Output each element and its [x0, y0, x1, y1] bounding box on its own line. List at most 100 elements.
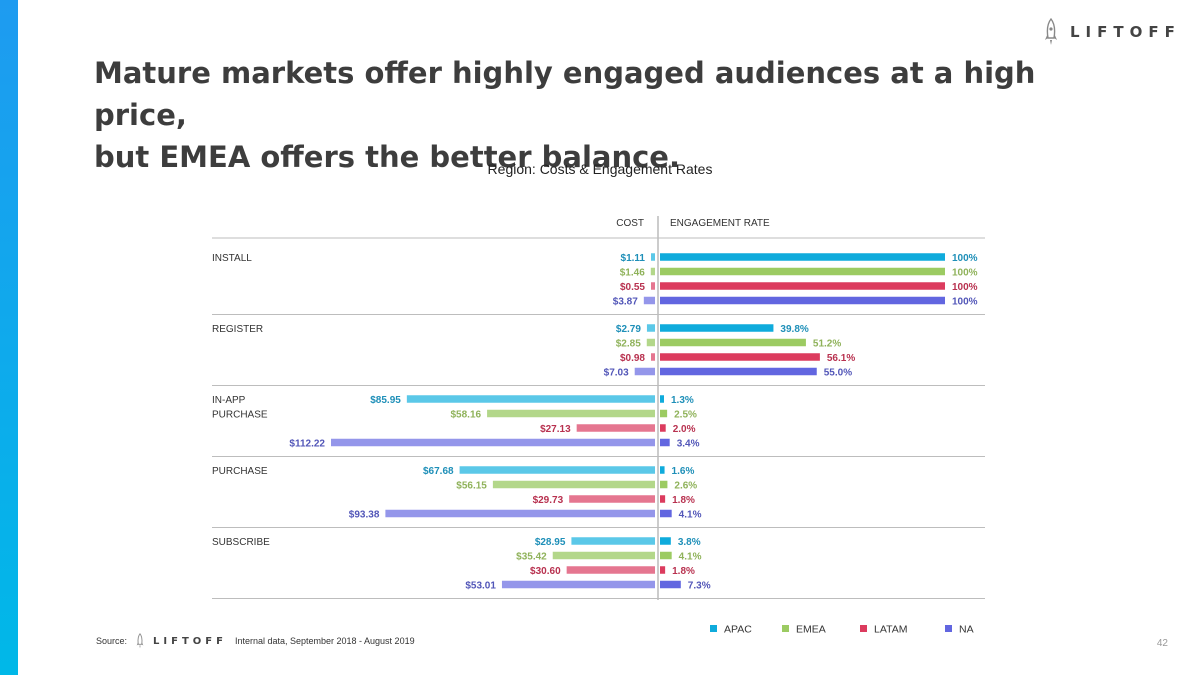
engagement-data-label: 2.6% — [674, 481, 697, 492]
cost-bar — [650, 267, 655, 276]
engagement-bar — [660, 537, 671, 545]
cost-bar — [571, 537, 655, 545]
engagement-data-label: 1.8% — [672, 495, 695, 506]
cost-data-label: $93.38 — [349, 510, 380, 521]
engagement-bar — [660, 267, 945, 276]
engagement-bar — [660, 438, 670, 447]
engagement-bar — [660, 509, 672, 518]
legend-label: LATAM — [874, 624, 907, 636]
page-title: Mature markets offer highly engaged audi… — [94, 52, 1134, 178]
cost-bar — [569, 495, 655, 503]
engagement-data-label: 3.4% — [677, 439, 700, 450]
brand-logo: LIFTOFF — [1042, 18, 1181, 46]
cost-data-label: $27.13 — [540, 424, 571, 435]
engagement-data-label: 2.0% — [673, 424, 696, 435]
cost-bar — [651, 353, 655, 361]
cost-bar — [651, 282, 655, 290]
engagement-data-label: 100% — [952, 253, 978, 264]
cost-bar — [406, 395, 655, 403]
cost-bar — [459, 466, 655, 474]
legend-swatch — [945, 625, 952, 632]
engagement-bar — [660, 353, 820, 361]
cost-data-label: $3.87 — [613, 297, 638, 308]
cost-data-label: $1.11 — [621, 253, 646, 264]
engagement-bar — [660, 480, 668, 489]
category-label: IN-APP — [212, 395, 246, 406]
cost-data-label: $28.95 — [535, 537, 566, 548]
cost-bar — [646, 324, 655, 332]
engagement-bar — [660, 282, 945, 290]
legend-label: EMEA — [796, 624, 826, 636]
cost-data-label: $53.01 — [465, 581, 496, 592]
engagement-data-label: 1.8% — [672, 566, 695, 577]
engagement-bar — [660, 367, 817, 376]
engagement-data-label: 51.2% — [813, 339, 841, 350]
cost-data-label: $58.16 — [450, 410, 481, 421]
cost-data-label: $112.22 — [289, 439, 325, 450]
engagement-bar — [660, 566, 666, 574]
cost-bar — [492, 480, 655, 489]
source-label: Source: — [96, 636, 128, 646]
cost-bar — [385, 509, 655, 518]
engagement-bar — [660, 253, 945, 261]
engagement-data-label: 7.3% — [688, 581, 711, 592]
engagement-data-label: 39.8% — [780, 324, 808, 335]
cost-bar — [566, 566, 655, 574]
cost-data-label: $0.98 — [620, 353, 645, 364]
page-title-line-2: but EMEA offers the better balance. — [94, 140, 680, 174]
cost-bar — [331, 438, 655, 447]
page-title-line-1: Mature markets offer highly engaged audi… — [94, 56, 1036, 132]
source-brand-wordmark: LIFTOFF — [153, 635, 227, 647]
engagement-bar — [660, 424, 666, 432]
engagement-data-label: 1.3% — [671, 395, 694, 406]
cost-bar — [552, 551, 655, 560]
cost-bar — [576, 424, 655, 432]
accent-sidebar-strip — [0, 0, 18, 675]
engagement-bar — [660, 395, 664, 403]
cost-data-label: $56.15 — [456, 481, 487, 492]
source-text: Internal data, September 2018 - August 2… — [234, 636, 415, 646]
legend-swatch — [782, 625, 789, 632]
engagement-bar — [660, 466, 665, 474]
cost-bar — [487, 409, 655, 418]
source-footnote: Source: LIFTOFF Internal data, September… — [96, 632, 415, 650]
engagement-data-label: 4.1% — [679, 510, 702, 521]
legend-swatch — [860, 625, 867, 632]
category-label: SUBSCRIBE — [212, 537, 270, 548]
rocket-icon — [1045, 18, 1057, 45]
legend-swatch — [710, 625, 717, 632]
engagement-data-label: 100% — [952, 282, 978, 293]
engagement-bar — [660, 580, 681, 589]
cost-data-label: $29.73 — [533, 495, 564, 506]
cost-axis-label: COST — [616, 218, 644, 229]
page-number: 42 — [1156, 638, 1168, 649]
engagement-bar — [660, 495, 666, 503]
engagement-bar — [660, 551, 672, 560]
engagement-data-label: 3.8% — [678, 537, 701, 548]
cost-bar — [646, 338, 655, 347]
brand-wordmark: LIFTOFF — [1070, 23, 1181, 41]
engagement-bar — [660, 324, 774, 332]
engagement-data-label: 2.5% — [674, 410, 697, 421]
engagement-axis-label: ENGAGEMENT RATE — [670, 218, 770, 229]
category-label: PURCHASE — [212, 410, 268, 421]
category-label: REGISTER — [212, 324, 263, 335]
category-label: INSTALL — [212, 253, 252, 264]
cost-bar — [634, 367, 655, 376]
cost-data-label: $85.95 — [370, 395, 401, 406]
rocket-icon — [136, 633, 144, 649]
legend-label: NA — [959, 624, 974, 636]
cost-data-label: $35.42 — [516, 552, 547, 563]
engagement-data-label: 55.0% — [824, 368, 852, 379]
engagement-bar — [660, 296, 945, 305]
legend-label: APAC — [724, 624, 752, 636]
engagement-data-label: 100% — [952, 268, 978, 279]
engagement-data-label: 100% — [952, 297, 978, 308]
engagement-data-label: 1.6% — [672, 466, 695, 477]
category-label: PURCHASE — [212, 466, 268, 477]
cost-bar — [651, 253, 655, 261]
cost-data-label: $2.85 — [616, 339, 641, 350]
cost-data-label: $0.55 — [620, 282, 645, 293]
cost-bar — [501, 580, 655, 589]
